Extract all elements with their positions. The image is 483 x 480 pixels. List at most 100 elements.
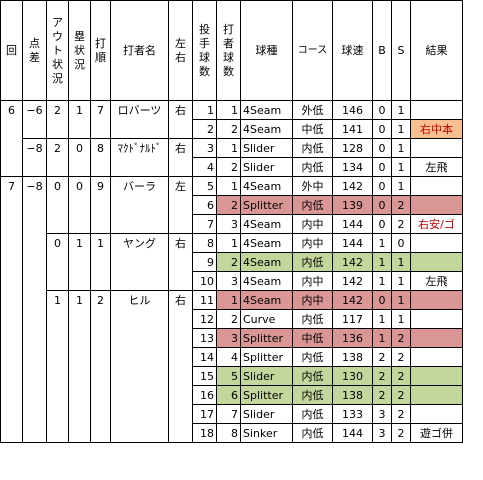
cell-outs — [46, 423, 69, 443]
cell-hand — [168, 195, 193, 215]
header-score-diff: 点差 — [22, 0, 47, 101]
cell-course: 内低 — [292, 252, 333, 272]
cell-speed: 142 — [332, 271, 373, 291]
cell-speed: 133 — [332, 404, 373, 424]
cell-pitch-count: 2 — [192, 119, 217, 139]
header-runners: 塁状況 — [68, 0, 91, 101]
cell-score-diff — [22, 328, 47, 348]
table-row: 6 2 Splitter 内低 139 0 2 — [0, 195, 463, 215]
cell-speed: 142 — [332, 290, 373, 310]
cell-batter-pitch: 2 — [216, 157, 241, 177]
cell-speed: 134 — [332, 157, 373, 177]
cell-order — [90, 347, 111, 367]
cell-order — [90, 309, 111, 329]
cell-pitch-count: 5 — [192, 176, 217, 196]
cell-batter-pitch: 1 — [216, 233, 241, 253]
cell-pitch-count: 15 — [192, 366, 217, 386]
cell-batter-pitch: 2 — [216, 195, 241, 215]
cell-speed: 128 — [332, 138, 373, 158]
cell-s: 2 — [391, 423, 411, 443]
cell-runners — [68, 309, 91, 329]
header-b: B — [372, 0, 392, 101]
cell-runners — [68, 119, 91, 139]
table-row: 0 1 1 ヤング右 8 1 4Seam 内中 144 1 0 — [0, 233, 463, 253]
cell-inning: 7 — [0, 176, 23, 196]
cell-score-diff — [22, 385, 47, 405]
cell-hand: 右 — [168, 138, 193, 158]
cell-score-diff — [22, 423, 47, 443]
cell-batter-pitch: 1 — [216, 176, 241, 196]
cell-batter-pitch: 4 — [216, 347, 241, 367]
cell-inning — [0, 214, 23, 234]
cell-speed: 130 — [332, 366, 373, 386]
cell-batter — [110, 404, 169, 424]
cell-batter-pitch: 3 — [216, 328, 241, 348]
cell-course: 内低 — [292, 347, 333, 367]
header-outs: アウト状況 — [46, 0, 69, 101]
cell-pitch-count: 17 — [192, 404, 217, 424]
cell-runners — [68, 195, 91, 215]
cell-runners — [68, 252, 91, 272]
cell-pitch-type: Splitter — [240, 347, 293, 367]
cell-batter — [110, 385, 169, 405]
cell-batter — [110, 214, 169, 234]
cell-outs — [46, 366, 69, 386]
cell-pitch-count: 9 — [192, 252, 217, 272]
cell-outs — [46, 271, 69, 291]
cell-hand — [168, 119, 193, 139]
cell-inning: 6 — [0, 100, 23, 120]
cell-course: 内低 — [292, 309, 333, 329]
cell-course: 内低 — [292, 195, 333, 215]
cell-s: 0 — [391, 233, 411, 253]
cell-runners: 1 — [68, 290, 91, 310]
cell-course: 内中 — [292, 214, 333, 234]
cell-runners — [68, 423, 91, 443]
cell-result: 右安/ゴ — [410, 214, 463, 234]
cell-batter-pitch: 1 — [216, 100, 241, 120]
cell-pitch-count: 6 — [192, 195, 217, 215]
cell-result — [410, 404, 463, 424]
cell-hand — [168, 309, 193, 329]
header-pitch-type: 球種 — [240, 0, 293, 101]
cell-score-diff — [22, 119, 47, 139]
table-row: −8 2 0 8 ﾏｸﾄﾞﾅﾙﾄﾞ右 3 1 Slider 内低 128 0 1 — [0, 138, 463, 158]
table-row: 15 5 Slider 内低 130 2 2 — [0, 366, 463, 386]
cell-speed: 136 — [332, 328, 373, 348]
cell-b: 0 — [372, 119, 392, 139]
table-row: 14 4 Splitter 内低 138 2 2 — [0, 347, 463, 367]
cell-s: 1 — [391, 290, 411, 310]
cell-outs: 2 — [46, 100, 69, 120]
table-row: 13 3 Splitter 中低 136 1 2 — [0, 328, 463, 348]
cell-order — [90, 366, 111, 386]
cell-pitch-count: 16 — [192, 385, 217, 405]
cell-speed: 146 — [332, 100, 373, 120]
cell-pitch-type: 4Seam — [240, 252, 293, 272]
cell-s: 1 — [391, 271, 411, 291]
cell-outs: 0 — [46, 176, 69, 196]
table-row: 2 2 4Seam 中低 141 0 1 右中本 — [0, 119, 463, 139]
cell-pitch-type: 4Seam — [240, 100, 293, 120]
cell-result — [410, 385, 463, 405]
cell-runners — [68, 347, 91, 367]
cell-batter-pitch: 2 — [216, 119, 241, 139]
table-row: 6 −6 2 1 7 ロバーツ右 1 1 4Seam 外低 146 0 1 — [0, 100, 463, 120]
table-row: 16 6 Splitter 内低 138 2 2 — [0, 385, 463, 405]
cell-order: 7 — [90, 100, 111, 120]
cell-batter-pitch: 5 — [216, 366, 241, 386]
cell-batter-pitch: 1 — [216, 290, 241, 310]
cell-order — [90, 423, 111, 443]
cell-score-diff — [22, 214, 47, 234]
header-result: 結果 — [410, 0, 463, 101]
cell-result: 右中本 — [410, 119, 463, 139]
cell-pitch-count: 1 — [192, 100, 217, 120]
cell-result — [410, 347, 463, 367]
pitch-log-table: 回 点差 アウト状況 塁状況 打順 打者名 左右 投手球数 打者球数 球種 コー… — [0, 0, 463, 443]
cell-batter: ロバーツ — [110, 100, 169, 120]
cell-batter: ヤング — [110, 233, 169, 253]
cell-order: 1 — [90, 233, 111, 253]
header-order: 打順 — [90, 0, 111, 101]
cell-order — [90, 195, 111, 215]
cell-hand: 右 — [168, 233, 193, 253]
cell-runners — [68, 157, 91, 177]
cell-result — [410, 138, 463, 158]
